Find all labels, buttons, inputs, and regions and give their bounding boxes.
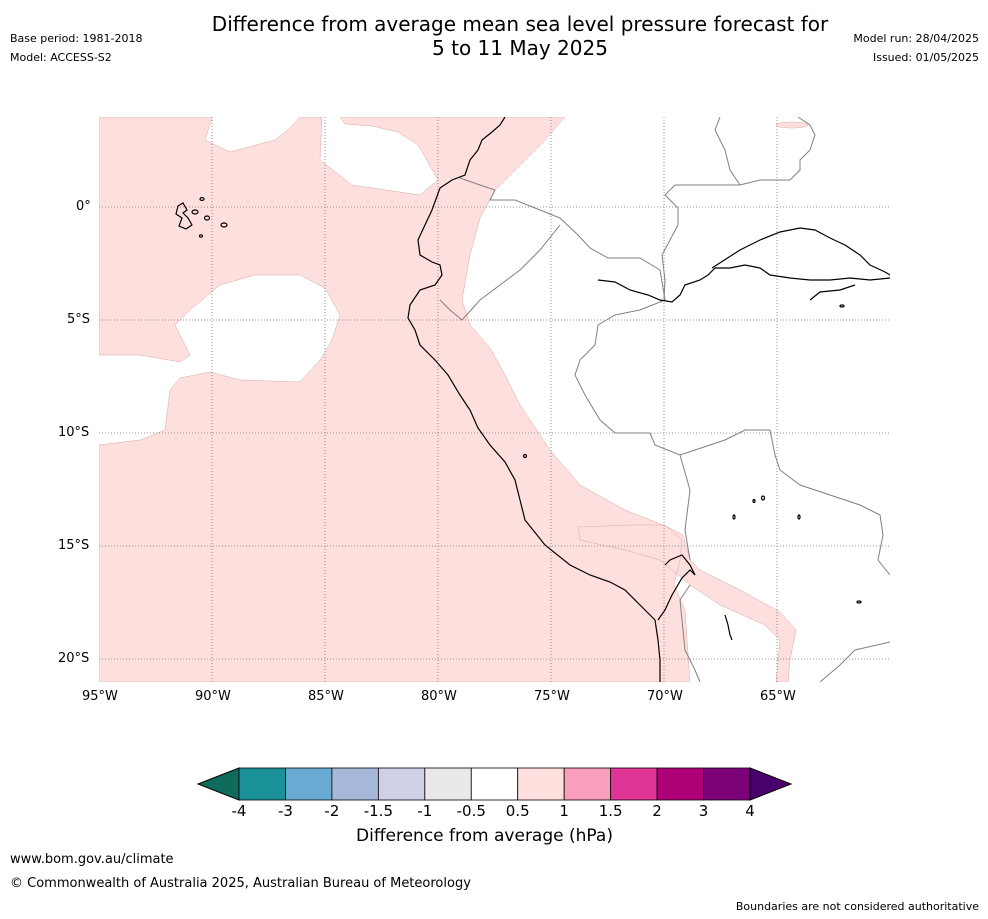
colorbar-tick: -1 [417,802,433,820]
colorbar-tick: 2 [652,802,662,820]
country-borders [439,117,890,682]
colorbar-box-6 [517,767,565,801]
lat-tick-0: 0° [76,199,91,214]
gridlines [99,117,890,682]
colorbar-box-2 [331,767,379,801]
colorbar-box-4 [424,767,472,801]
issued-text: Issued: 01/05/2025 [872,51,979,64]
colorbar-tick: 1.5 [598,802,623,820]
lat-tick-10s: 10°S [58,425,90,440]
colorbar [196,767,793,801]
colorbar-box-1 [285,767,333,801]
colorbar-box-10 [703,767,751,801]
colorbar-box-5 [470,767,519,801]
colorbar-box-8 [610,767,658,801]
colorbar-tick: -3 [277,802,293,820]
copyright-text: © Commonwealth of Australia 2025, Austra… [10,876,471,891]
lon-tick-70w: 70°W [647,689,683,704]
title-line-2: 5 to 11 May 2025 [432,36,608,60]
base-period-text: Base period: 1981-2018 [10,32,143,45]
colorbar-tick: -0.5 [456,802,486,820]
model-run-text: Model run: 28/04/2025 [853,32,979,45]
lon-tick-65w: 65°W [760,689,796,704]
map-title: Difference from average mean sea level p… [0,12,988,60]
lon-tick-80w: 80°W [421,689,457,704]
lat-tick-5s: 5°S [67,312,91,327]
lon-tick-75w: 75°W [534,689,570,704]
title-line-1: Difference from average mean sea level p… [211,12,829,36]
lon-tick-85w: 85°W [308,689,344,704]
colorbar-tick: 0.5 [505,802,530,820]
coastline [407,117,890,682]
colorbar-tick: -2 [324,802,340,820]
galapagos-islands [175,196,862,604]
colorbar-tick: -4 [231,802,247,820]
colorbar-box-0 [238,767,286,801]
colorbar-box-3 [377,767,426,801]
colorbar-label: Difference from average (hPa) [356,826,613,846]
model-text: Model: ACCESS-S2 [10,51,112,64]
disclaimer-text: Boundaries are not considered authoritat… [735,900,979,913]
anomaly-region-0-5-to-1 [99,117,797,682]
colorbar-tick: 4 [745,802,755,820]
lat-tick-15s: 15°S [58,538,90,553]
anomaly-patch [775,121,809,129]
lon-tick-90w: 90°W [195,689,231,704]
colorbar-tick: -1.5 [363,802,393,820]
colorbar-tick: 3 [698,802,709,820]
colorbar-arrow-low [196,767,240,801]
colorbar-tick: 1 [559,802,569,820]
colorbar-box-7 [563,767,612,801]
lat-tick-20s: 20°S [58,651,90,666]
website-url: www.bom.gov.au/climate [10,852,174,867]
lon-tick-95w: 95°W [82,689,118,704]
colorbar-arrow-high [749,767,793,801]
colorbar-box-9 [656,767,704,801]
